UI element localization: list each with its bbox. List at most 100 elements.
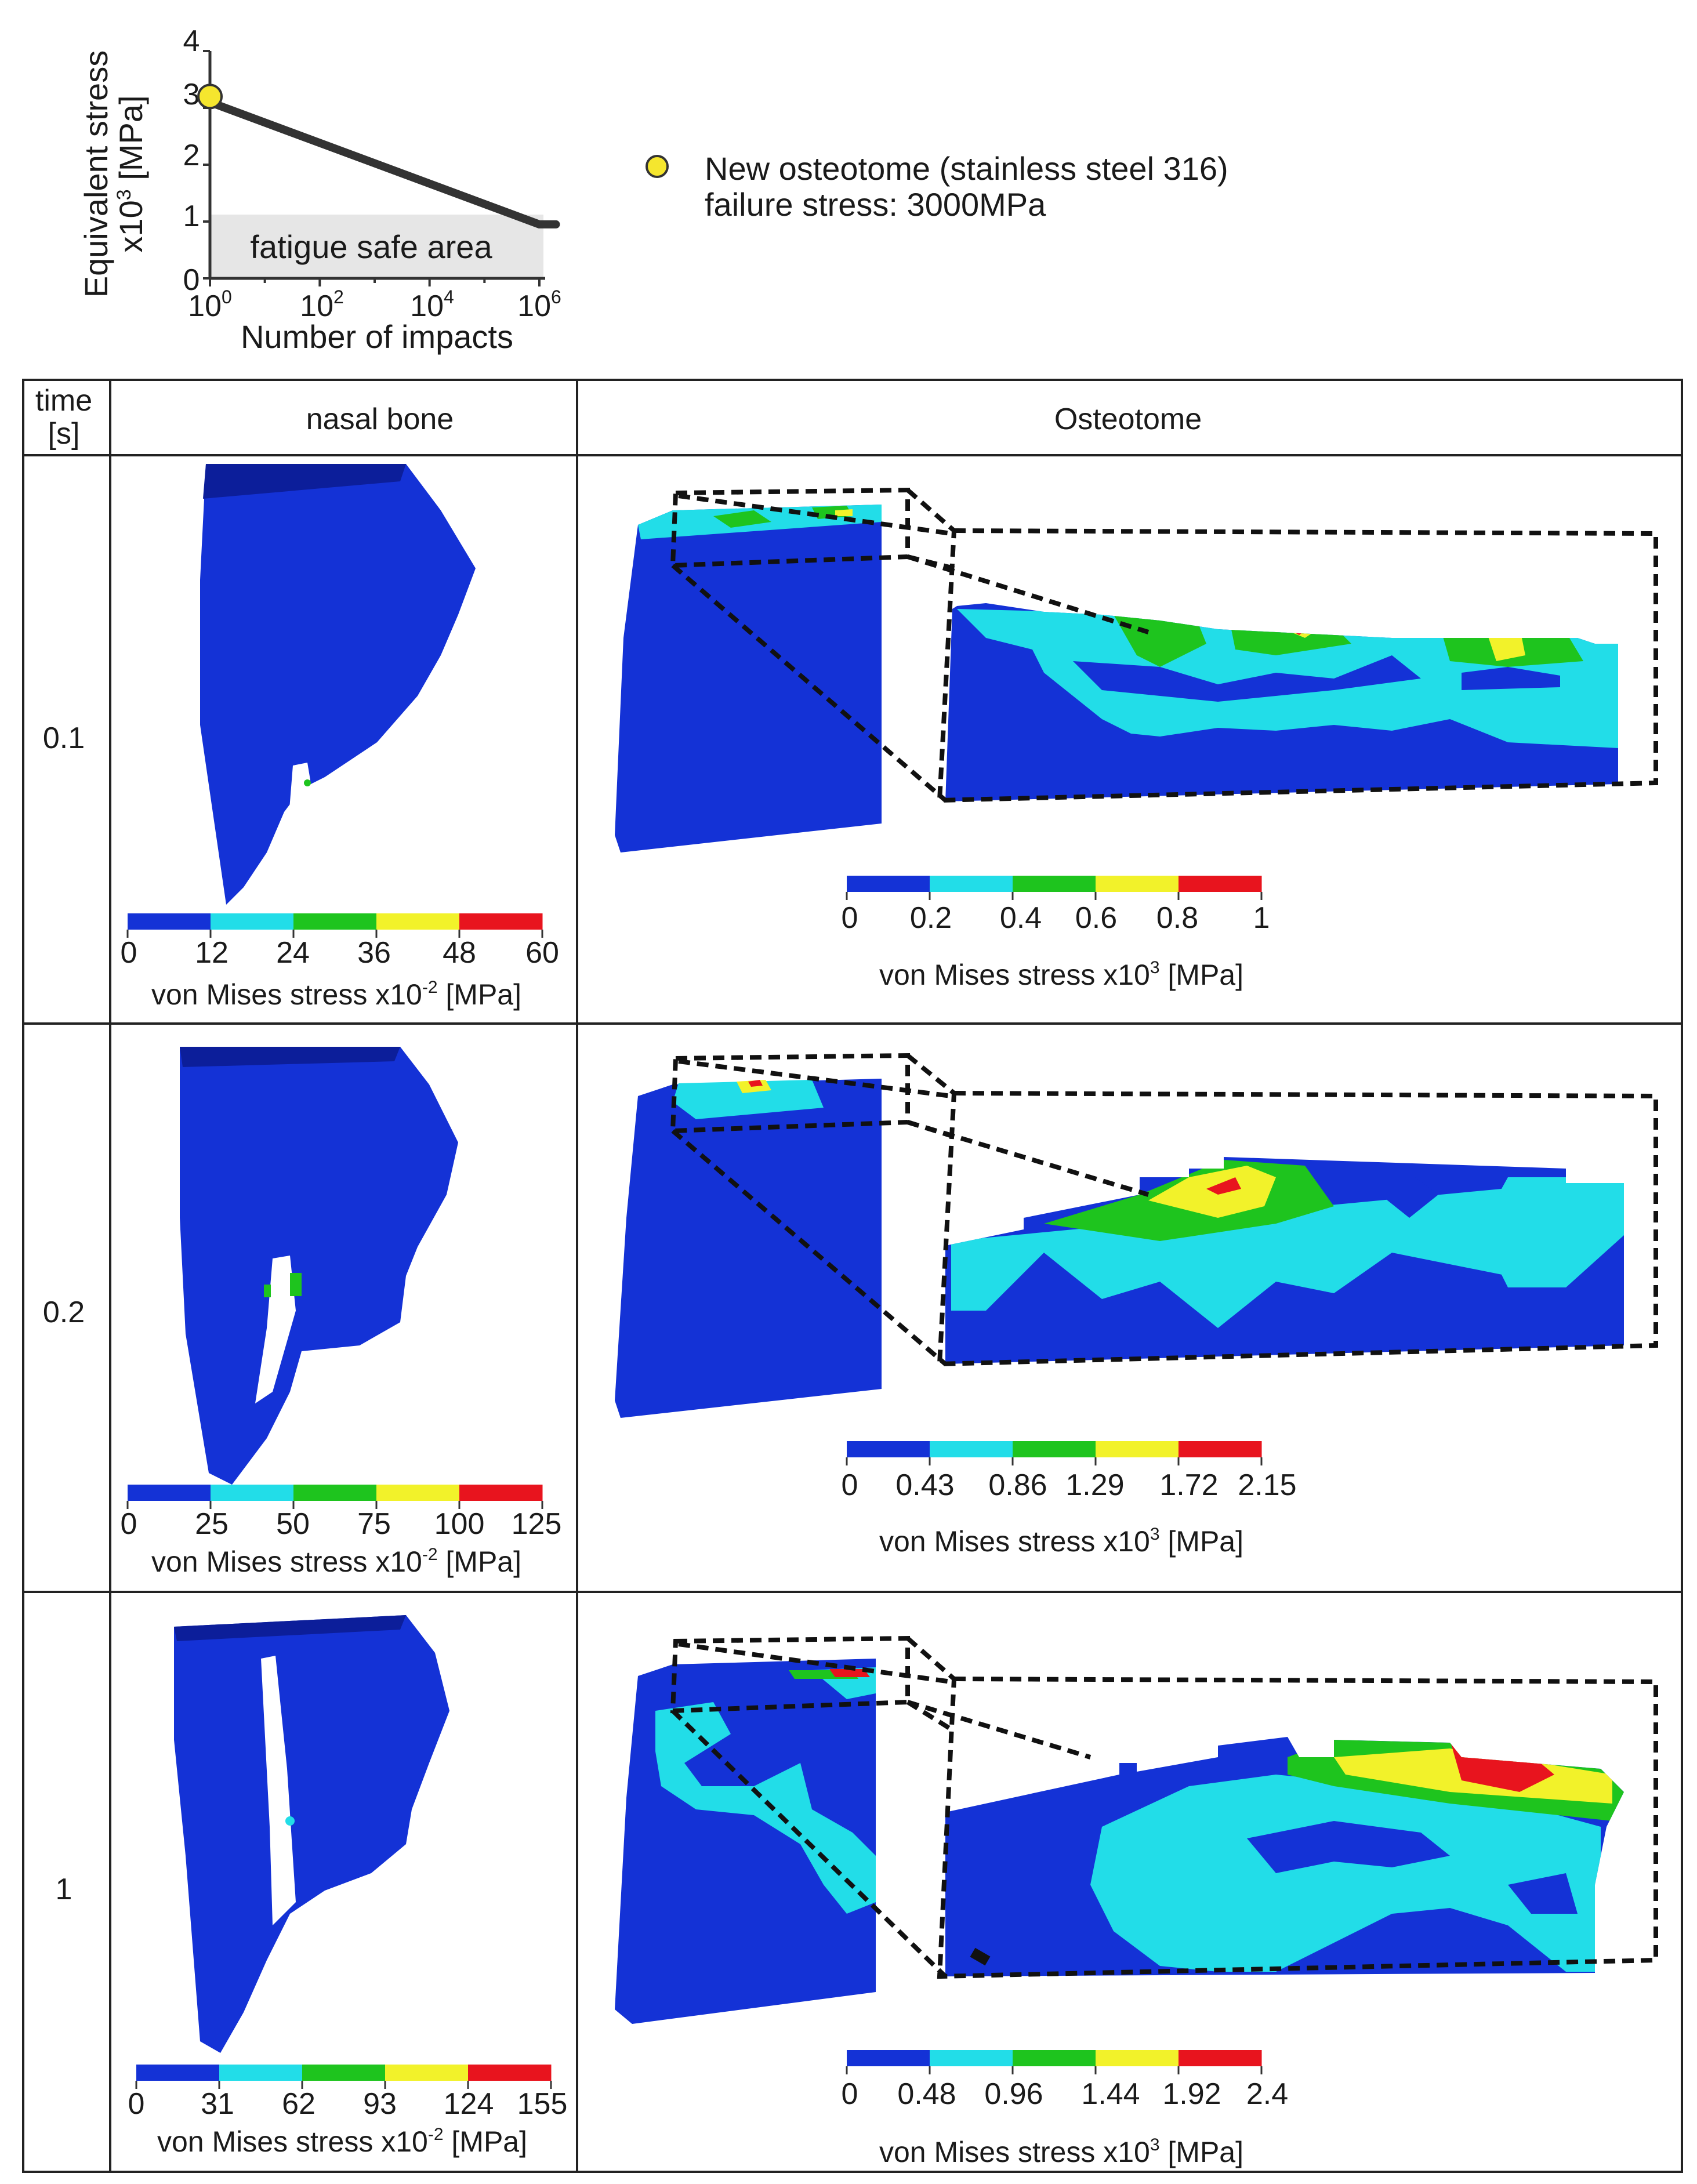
x-tick-label: 106	[517, 286, 561, 323]
y-tick-label: 2	[183, 139, 200, 172]
colorbar-segment	[1013, 2050, 1096, 2066]
scale-tick: 2.4	[1246, 2077, 1288, 2111]
scale-tick: 1.92	[1162, 2077, 1221, 2111]
fatigue-safe-area	[210, 215, 543, 278]
colorbar-nasal-t01	[126, 913, 543, 938]
scale-tick: 0.8	[1156, 901, 1198, 935]
osteotome-model-t1	[615, 1659, 876, 2024]
colorbar-segment	[385, 2065, 469, 2081]
header-nasal-bone: nasal bone	[306, 402, 454, 436]
header-time-unit: [s]	[48, 417, 80, 451]
colorbar-osteotome-t02	[846, 1441, 1263, 1465]
scale-tick: 0	[128, 2087, 145, 2121]
colorbar-segment	[459, 1485, 543, 1501]
colorbar-segment	[1096, 1441, 1179, 1457]
y-tick-label: 0	[183, 263, 200, 297]
scale-caption: von Mises stress x10-2 [MPa]	[151, 978, 521, 1011]
colorbar-segment	[468, 2065, 552, 2081]
scale-tick: 24	[276, 936, 310, 970]
scale-caption: von Mises stress x103 [MPa]	[879, 2135, 1243, 2168]
fatigue-safe-area-label: fatigue safe area	[250, 228, 492, 265]
scale-tick: 1.44	[1081, 2077, 1140, 2111]
colorbar-segment	[1096, 876, 1179, 892]
colorbar-segment	[302, 2065, 386, 2081]
scale-tick: 0.43	[895, 1468, 954, 1502]
scale-tick: 0	[121, 1507, 137, 1541]
zoom-outline-t02	[670, 1053, 1658, 1367]
colorbar-segment	[1096, 2050, 1179, 2066]
scale-tick: 0.96	[984, 2077, 1043, 2111]
legend-line-2: failure stress: 3000MPa	[705, 186, 1046, 223]
scale-tick: 25	[195, 1507, 229, 1541]
osteotome-zoom-t1	[945, 1737, 1624, 1976]
colorbar-segment	[211, 1485, 294, 1501]
colorbar-segment	[930, 1441, 1013, 1457]
scale-tick: 0.48	[897, 2077, 956, 2111]
x-tick-label: 102	[300, 286, 344, 323]
legend-line-1: New osteotome (stainless steel 316)	[705, 150, 1228, 187]
colorbar-segment	[930, 2050, 1013, 2066]
zoom-outline-t01	[670, 487, 1658, 803]
osteotome-zoom-t01	[945, 603, 1618, 801]
colorbar-nasal-t02	[126, 1485, 543, 1509]
scale-tick: 125	[512, 1507, 562, 1541]
y-tick-label: 1	[183, 199, 200, 233]
y-tick-label: 3	[183, 78, 200, 111]
scale-caption: von Mises stress x103 [MPa]	[879, 1525, 1243, 1558]
osteotome-model-t02	[615, 1079, 882, 1418]
colorbar-segment	[1179, 1441, 1262, 1457]
scale-tick: 1	[1253, 901, 1270, 935]
scale-tick: 36	[357, 936, 391, 970]
colorbar-segment	[847, 1441, 930, 1457]
row-time: 1	[56, 1873, 72, 1906]
scale-tick: 155	[517, 2087, 568, 2121]
x-tick-label: 104	[410, 286, 454, 323]
row-time: 0.2	[43, 1296, 85, 1329]
scale-tick: 1.29	[1065, 1468, 1124, 1502]
scale-tick: 0.2	[910, 901, 952, 935]
nasal-bone-model-t1	[174, 1615, 449, 2053]
header-osteotome: Osteotome	[1054, 402, 1202, 436]
osteotome-zoom-t02	[945, 1157, 1624, 1364]
scale-caption: von Mises stress x10-2 [MPa]	[151, 1545, 521, 1578]
y-tick-label: 4	[183, 24, 200, 58]
scale-caption: von Mises stress x103 [MPa]	[879, 958, 1243, 991]
colorbar-segment	[376, 913, 460, 930]
scale-tick: 48	[443, 936, 476, 970]
scale-tick: 12	[195, 936, 229, 970]
colorbar-segment	[293, 913, 377, 930]
series-line	[206, 98, 560, 228]
nasal-bone-model-t02	[180, 1047, 458, 1485]
colorbar-segment	[128, 913, 211, 930]
row-time: 0.1	[43, 721, 85, 755]
scale-tick: 1.72	[1159, 1468, 1218, 1502]
colorbar-segment	[1013, 876, 1096, 892]
scale-caption: von Mises stress x10-2 [MPa]	[157, 2125, 527, 2158]
colorbar-segment	[1179, 2050, 1262, 2066]
nasal-bone-model-t01	[200, 464, 476, 905]
colorbar-segment	[1013, 1441, 1096, 1457]
zoom-outline-t1	[670, 1635, 1658, 1979]
impact-chart: fatigue safe area 0 1 2 3 4 100 102 104 …	[78, 24, 561, 355]
colorbar-segment	[847, 2050, 930, 2066]
scale-tick: 31	[201, 2087, 234, 2121]
x-axis-label: Number of impacts	[241, 318, 513, 355]
y-axis-label: Equivalent stress	[78, 50, 114, 298]
results-table	[22, 379, 1683, 2173]
colorbar-segment	[930, 876, 1013, 892]
scale-tick: 0	[842, 1468, 858, 1502]
colorbar-segment	[128, 1485, 211, 1501]
colorbar-segment	[219, 2065, 303, 2081]
colorbar-osteotome-t01	[846, 876, 1263, 900]
legend-marker	[646, 155, 669, 178]
legend: New osteotome (stainless steel 316) fail…	[646, 150, 1228, 223]
colorbar-segment	[1179, 876, 1262, 892]
scale-tick: 2.15	[1238, 1468, 1296, 1502]
scale-tick: 0.4	[1000, 901, 1042, 935]
colorbar-osteotome-t1	[846, 2050, 1263, 2074]
scale-tick: 100	[434, 1507, 485, 1541]
colorbar-segment	[293, 1485, 377, 1501]
colorbar-segment	[847, 876, 930, 892]
scale-tick: 75	[357, 1507, 391, 1541]
